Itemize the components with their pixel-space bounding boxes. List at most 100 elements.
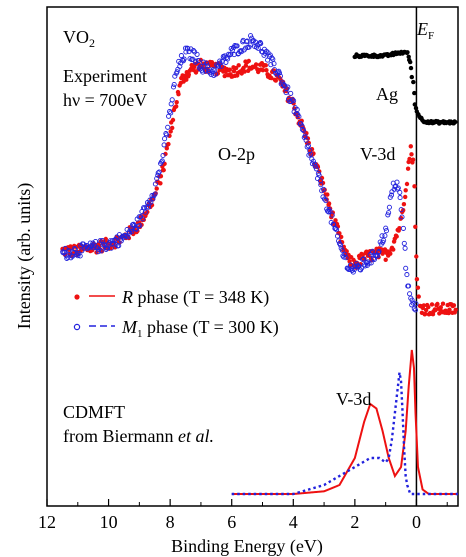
data-point bbox=[243, 63, 249, 68]
photon-energy-label: hν = 700eV bbox=[63, 90, 147, 110]
data-point bbox=[318, 182, 324, 188]
data-point bbox=[310, 158, 316, 164]
data-point bbox=[388, 192, 395, 198]
data-point bbox=[327, 208, 333, 214]
data-point bbox=[271, 61, 277, 67]
data-point bbox=[440, 301, 446, 306]
data-point bbox=[158, 181, 163, 186]
x-tick-label: 2 bbox=[350, 512, 359, 532]
data-point bbox=[365, 259, 371, 265]
data-point bbox=[373, 252, 379, 259]
data-point bbox=[379, 233, 385, 239]
data-point bbox=[403, 194, 408, 200]
x-tick-label: 10 bbox=[100, 512, 118, 532]
data-point bbox=[77, 253, 83, 259]
data-point bbox=[109, 238, 115, 244]
data-point bbox=[71, 245, 78, 252]
data-point bbox=[159, 158, 165, 164]
data-point bbox=[176, 92, 181, 97]
sample-label-main: VO bbox=[63, 27, 89, 47]
data-point bbox=[401, 202, 407, 207]
data-point bbox=[285, 84, 291, 90]
data-point bbox=[398, 207, 404, 213]
data-point bbox=[168, 110, 174, 116]
x-tick-label: 8 bbox=[166, 512, 175, 532]
data-point bbox=[155, 170, 161, 176]
data-point bbox=[405, 166, 411, 171]
data-point bbox=[154, 175, 160, 182]
data-point bbox=[351, 266, 357, 273]
data-point bbox=[142, 209, 148, 215]
data-point bbox=[268, 62, 274, 68]
data-point bbox=[92, 238, 99, 245]
data-point bbox=[404, 181, 410, 187]
data-point bbox=[143, 204, 149, 210]
data-point bbox=[438, 305, 443, 310]
data-point bbox=[164, 146, 169, 151]
data-point bbox=[383, 228, 389, 234]
data-point bbox=[325, 192, 330, 197]
data-point bbox=[116, 243, 122, 249]
data-point bbox=[383, 225, 389, 231]
data-point bbox=[227, 67, 232, 72]
data-point bbox=[174, 69, 180, 75]
data-point bbox=[361, 256, 367, 262]
data-point bbox=[236, 63, 241, 68]
data-point bbox=[186, 72, 191, 77]
data-point bbox=[299, 126, 305, 132]
data-point bbox=[426, 304, 431, 310]
data-point bbox=[299, 123, 305, 129]
data-point bbox=[140, 216, 146, 222]
data-point bbox=[233, 65, 239, 71]
series-reference-ag bbox=[352, 49, 458, 126]
data-point bbox=[447, 307, 452, 312]
data-point bbox=[264, 68, 269, 73]
data-point bbox=[288, 90, 294, 96]
data-point bbox=[291, 98, 297, 104]
data-point bbox=[342, 251, 348, 257]
data-point bbox=[171, 81, 177, 88]
legend-entry-r: R phase (T = 348 K) bbox=[74, 287, 269, 308]
data-point bbox=[400, 225, 406, 231]
data-point bbox=[451, 303, 457, 308]
data-point bbox=[152, 191, 158, 197]
data-point bbox=[410, 300, 416, 306]
data-point bbox=[168, 129, 173, 134]
data-point bbox=[405, 50, 410, 55]
data-point bbox=[309, 147, 315, 152]
data-point bbox=[164, 132, 170, 138]
data-point bbox=[309, 161, 315, 167]
data-point bbox=[343, 255, 349, 261]
data-point bbox=[316, 172, 322, 178]
data-point bbox=[334, 233, 341, 239]
plot-frame bbox=[46, 6, 459, 507]
data-point bbox=[172, 73, 178, 79]
data-point bbox=[408, 65, 414, 71]
data-point bbox=[403, 265, 409, 271]
cdmft-reference-prefix: from Biermann bbox=[63, 426, 178, 446]
data-point bbox=[247, 42, 253, 48]
data-point bbox=[453, 119, 458, 125]
data-point bbox=[290, 97, 296, 103]
data-point bbox=[333, 218, 338, 223]
legend-label-m1: M1 phase (T = 300 K) bbox=[121, 317, 279, 340]
data-point bbox=[194, 51, 200, 57]
data-point bbox=[296, 114, 302, 120]
data-point bbox=[246, 58, 251, 64]
data-point bbox=[269, 75, 274, 81]
data-point bbox=[243, 45, 249, 51]
data-point bbox=[394, 234, 399, 239]
data-point bbox=[412, 90, 417, 96]
data-point bbox=[404, 272, 410, 278]
legend-symbol-m1: M bbox=[121, 317, 138, 337]
data-point bbox=[62, 245, 68, 251]
data-point bbox=[145, 204, 152, 210]
data-point bbox=[416, 294, 421, 299]
data-point bbox=[217, 58, 223, 64]
data-point bbox=[229, 47, 236, 53]
data-point bbox=[222, 73, 227, 79]
data-point bbox=[411, 79, 416, 85]
theory-curve-m1 bbox=[231, 372, 458, 496]
data-point bbox=[397, 226, 402, 231]
data-point bbox=[366, 260, 372, 266]
